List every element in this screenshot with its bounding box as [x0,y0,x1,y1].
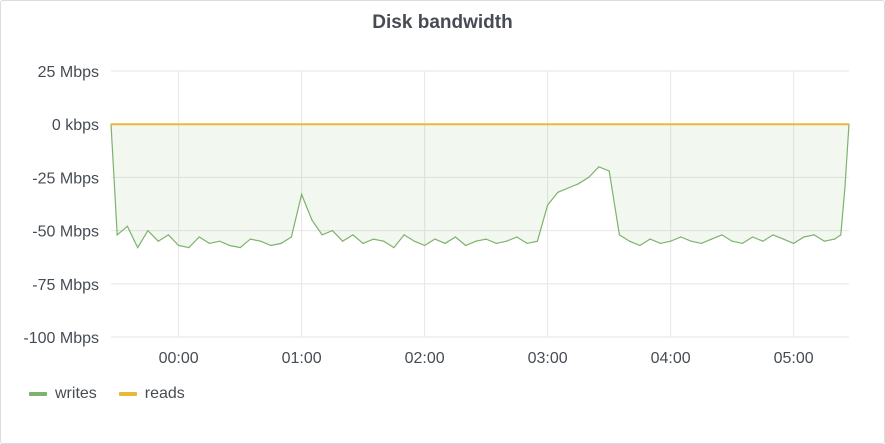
data-point-writes-32 [434,238,436,240]
data-point-writes-72 [840,234,842,236]
data-point-writes-56 [680,236,682,238]
x-tick-label-3: 03:00 [528,350,568,367]
data-point-reads-0 [110,123,112,125]
data-point-writes-61 [731,240,733,242]
data-point-writes-49 [608,170,610,172]
data-point-writes-39 [506,240,508,242]
data-point-writes-48 [598,166,600,168]
y-tick-label-3: -50 Mbps [32,224,99,241]
data-point-writes-43 [547,204,549,206]
data-point-writes-23 [342,240,344,242]
data-point-writes-46 [577,183,580,185]
data-point-writes-50 [618,234,621,236]
data-point-writes-70 [823,240,826,242]
legend-label-reads: reads [144,385,185,402]
y-tick-label-0: 25 Mbps [38,64,99,81]
data-point-writes-14 [249,238,251,240]
data-point-writes-52 [639,244,641,247]
data-point-writes-63 [752,236,754,238]
data-point-writes-15 [260,240,262,242]
x-tick-label-1: 01:00 [282,350,322,367]
data-point-writes-41 [526,242,528,244]
panel-title[interactable]: Disk bandwidth [372,12,513,33]
data-point-writes-1 [116,234,118,236]
data-point-writes-5 [157,240,159,242]
data-point-writes-34 [454,236,456,238]
x-tick-label-2: 02:00 [405,350,445,367]
data-point-writes-25 [362,242,364,244]
data-point-writes-17 [280,242,282,244]
data-point-writes-55 [670,240,672,242]
data-point-writes-37 [485,238,487,240]
data-point-writes-67 [793,242,795,244]
data-point-writes-51 [629,240,631,242]
data-point-writes-40 [516,236,518,238]
data-point-writes-58 [700,242,703,244]
data-point-writes-47 [588,176,590,178]
data-point-writes-29 [403,234,405,236]
disk-bandwidth-chart[interactable]: 25 Mbps 0 kbps -25 Mbps -50 Mbps -75 Mbps -10… [1,1,884,381]
data-point-reads-1 [848,123,850,125]
data-point-writes-65 [772,234,774,236]
data-point-writes-59 [711,238,713,240]
data-point-writes-12 [229,244,231,247]
legend-swatch-writes [29,392,47,396]
data-point-writes-42 [536,240,539,242]
data-point-writes-3 [137,247,139,249]
data-point-writes-6 [167,234,169,236]
legend: writes reads [29,385,185,403]
data-point-writes-19 [301,193,303,195]
data-point-writes-33 [444,242,446,244]
data-point-writes-38 [495,242,497,244]
data-point-writes-27 [383,240,385,242]
x-tick-label-5: 05:00 [774,350,814,367]
x-tick-label-4: 04:00 [651,350,691,367]
data-point-writes-4 [147,230,149,232]
data-point-writes-10 [208,242,210,244]
data-point-writes-22 [331,230,333,232]
data-point-writes-7 [178,244,180,247]
data-point-writes-31 [424,244,426,247]
data-point-writes-36 [475,240,477,242]
data-point-writes-54 [659,242,662,244]
data-point-writes-16 [270,244,272,247]
data-point-writes-35 [465,244,467,247]
data-point-writes-44 [557,191,559,193]
data-point-writes-8 [188,247,190,249]
data-point-writes-2 [126,225,128,227]
legend-item-reads[interactable]: reads [118,385,185,403]
data-point-writes-73 [844,187,846,189]
data-point-writes-71 [834,238,836,240]
data-point-writes-68 [803,236,805,238]
legend-swatch-reads [118,392,137,396]
legend-item-writes[interactable]: writes [29,385,97,403]
data-point-writes-24 [352,234,354,236]
y-tick-label-5: -100 Mbps [23,330,99,347]
y-tick-label-4: -75 Mbps [32,277,99,294]
data-point-writes-30 [413,240,415,242]
data-point-writes-26 [372,238,374,240]
data-point-writes-11 [219,240,221,242]
data-point-writes-13 [239,247,241,249]
data-point-writes-18 [290,236,292,238]
legend-label-writes: writes [55,385,97,402]
x-tick-label-0: 00:00 [159,350,199,367]
data-point-writes-57 [690,240,692,242]
data-point-writes-9 [198,236,200,238]
data-point-writes-21 [321,234,323,236]
y-tick-label-2: -25 Mbps [32,170,99,187]
y-tick-label-1: 0 kbps [52,117,99,134]
data-point-writes-20 [311,219,313,221]
data-point-writes-45 [567,187,569,189]
data-point-writes-60 [721,234,723,236]
series-area-writes [111,124,849,248]
data-point-writes-64 [762,240,764,242]
data-point-writes-53 [649,238,651,240]
data-point-writes-28 [393,247,395,249]
data-point-writes-62 [741,242,744,244]
data-point-writes-69 [813,234,815,236]
data-point-writes-66 [782,238,785,240]
